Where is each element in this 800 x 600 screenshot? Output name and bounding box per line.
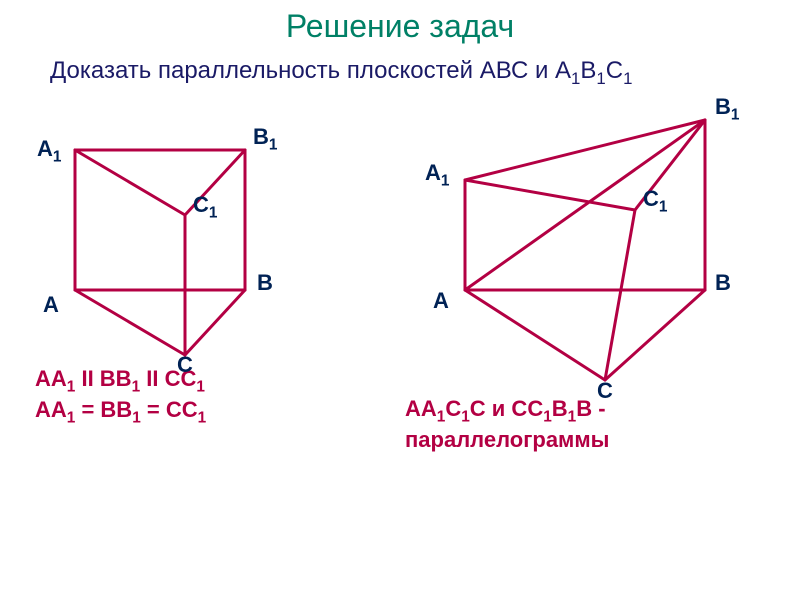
vertex-label-b: B [715, 270, 731, 296]
diagram-1: A1B1C1ABC [35, 100, 335, 360]
page-title: Решение задач [0, 0, 800, 45]
vertex-label-c1: C1 [193, 192, 217, 222]
problem-statement: Доказать параллельность плоскостей АВС и… [0, 45, 800, 90]
vertex-label-a1: A1 [37, 136, 61, 166]
diagram-svg [405, 100, 765, 390]
vertex-label-b1: B1 [715, 94, 739, 124]
diagram-1-wrap: A1B1C1ABC АА1 II ВВ1 II СС1АА1 = ВВ1 = С… [35, 100, 335, 428]
diagram-2-wrap: A1B1C1ABC АА1С1С и СС1В1В - параллелогра… [405, 100, 765, 453]
vertex-label-b: B [257, 270, 273, 296]
diagram-2-caption: АА1С1С и СС1В1В - параллелограммы [405, 396, 765, 453]
vertex-label-a: A [43, 292, 59, 318]
vertex-label-a: A [433, 288, 449, 314]
vertex-label-c: C [597, 378, 613, 404]
vertex-label-a1: A1 [425, 160, 449, 190]
vertex-label-c1: C1 [643, 186, 667, 216]
diagram-2: A1B1C1ABC [405, 100, 765, 390]
vertex-label-b1: B1 [253, 124, 277, 154]
diagrams-row: A1B1C1ABC АА1 II ВВ1 II СС1АА1 = ВВ1 = С… [0, 100, 800, 453]
vertex-label-c: C [177, 352, 193, 378]
diagram-svg [35, 100, 335, 360]
